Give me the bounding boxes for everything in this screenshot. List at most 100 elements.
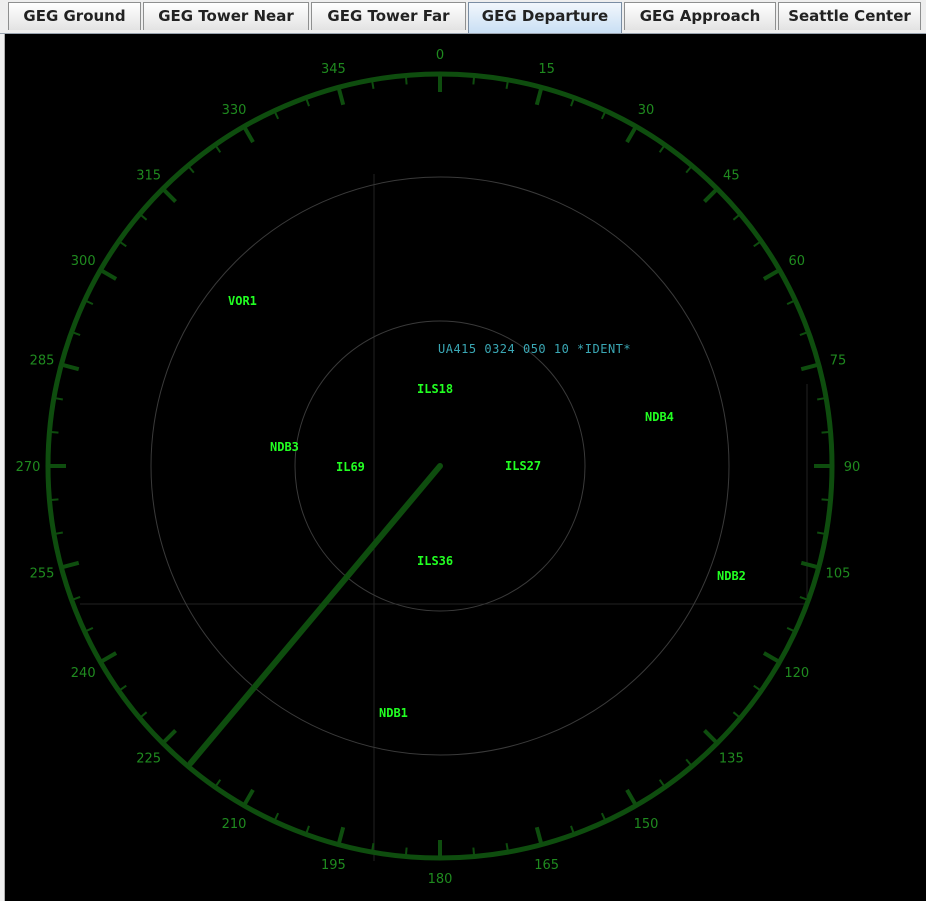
compass-tick bbox=[242, 125, 255, 144]
fix-ndb3[interactable]: NDB3 bbox=[270, 440, 299, 454]
compass-tick bbox=[570, 825, 576, 835]
azimuth-label: 270 bbox=[16, 460, 41, 475]
tab-geg-ground[interactable]: GEG Ground bbox=[8, 2, 141, 30]
compass-tick bbox=[762, 651, 781, 664]
compass-tick bbox=[658, 779, 666, 788]
compass-tick bbox=[99, 651, 118, 664]
compass-tick bbox=[336, 86, 346, 106]
compass-tick bbox=[505, 843, 510, 853]
azimuth-label: 180 bbox=[428, 872, 453, 887]
compass-tick bbox=[703, 729, 719, 745]
compass-tick bbox=[273, 110, 280, 120]
azimuth-label: 60 bbox=[789, 254, 806, 269]
compass-tick bbox=[732, 711, 741, 719]
compass-tick bbox=[71, 596, 81, 602]
compass-tick bbox=[139, 711, 148, 719]
compass-tick bbox=[786, 299, 796, 306]
azimuth-label: 255 bbox=[30, 567, 55, 582]
compass-tick bbox=[625, 125, 638, 144]
azimuth-label: 330 bbox=[222, 103, 247, 118]
azimuth-label: 150 bbox=[634, 817, 659, 832]
compass-tick bbox=[214, 144, 222, 153]
compass-tick bbox=[685, 165, 693, 174]
compass-tick bbox=[370, 79, 375, 89]
fix-vor1[interactable]: VOR1 bbox=[228, 294, 257, 308]
fix-il69[interactable]: IL69 bbox=[336, 460, 365, 474]
compass-tick bbox=[214, 779, 222, 788]
fix-ils27[interactable]: ILS27 bbox=[505, 459, 541, 473]
azimuth-label: 90 bbox=[844, 460, 861, 475]
compass-ticks bbox=[48, 74, 832, 858]
compass-tick bbox=[71, 330, 81, 336]
azimuth-label: 0 bbox=[436, 48, 444, 63]
compass-tick bbox=[242, 788, 255, 807]
fix-ndb4[interactable]: NDB4 bbox=[645, 410, 674, 424]
radar-sweep-line bbox=[187, 463, 443, 767]
compass-tick bbox=[49, 498, 59, 502]
range-ring-middle bbox=[150, 176, 730, 756]
compass-tick bbox=[600, 110, 607, 120]
compass-tick bbox=[732, 213, 741, 221]
azimuth-label: 210 bbox=[222, 817, 247, 832]
compass-tick bbox=[534, 826, 544, 846]
azimuth-label: 240 bbox=[71, 666, 96, 681]
azimuth-label: 30 bbox=[638, 103, 655, 118]
compass-tick bbox=[304, 97, 310, 107]
azimuth-label: 285 bbox=[30, 353, 55, 368]
compass-tick bbox=[60, 362, 80, 372]
compass-tick bbox=[762, 268, 781, 281]
tab-geg-approach[interactable]: GEG Approach bbox=[624, 2, 776, 30]
azimuth-label: 315 bbox=[136, 169, 161, 184]
tab-seattle-center[interactable]: Seattle Center bbox=[778, 2, 921, 30]
tab-geg-departure[interactable]: GEG Departure bbox=[468, 2, 622, 33]
tab-geg-tower-far[interactable]: GEG Tower Far bbox=[311, 2, 466, 30]
compass-tick bbox=[84, 626, 94, 633]
compass-tick bbox=[753, 684, 762, 692]
fix-ndb2[interactable]: NDB2 bbox=[717, 569, 746, 583]
range-ring-inner bbox=[294, 320, 586, 612]
azimuth-label: 300 bbox=[71, 254, 96, 269]
compass-tick bbox=[49, 430, 59, 434]
compass-tick bbox=[60, 560, 80, 570]
aircraft-data-block[interactable]: UA415 0324 050 10 *IDENT* bbox=[438, 342, 631, 356]
compass-tick bbox=[139, 213, 148, 221]
azimuth-label: 345 bbox=[321, 62, 346, 77]
azimuth-label: 195 bbox=[321, 858, 346, 873]
compass-tick bbox=[472, 75, 476, 85]
fix-ndb1[interactable]: NDB1 bbox=[379, 706, 408, 720]
compass-tick bbox=[817, 396, 827, 401]
compass-tick bbox=[800, 560, 820, 570]
compass-tick bbox=[821, 498, 831, 502]
compass-tick bbox=[304, 825, 310, 835]
compass-tick bbox=[786, 626, 796, 633]
azimuth-label: 165 bbox=[534, 858, 559, 873]
compass-tick bbox=[625, 788, 638, 807]
radar-scope-panel: 0 15 30 45 60 75 90 105 120 135 150 165 180 195 210 225… bbox=[4, 34, 926, 901]
compass-tick bbox=[703, 187, 719, 203]
compass-tick bbox=[118, 240, 127, 248]
compass-tick bbox=[404, 847, 408, 857]
tab-geg-tower-near[interactable]: GEG Tower Near bbox=[143, 2, 309, 30]
azimuth-label: 105 bbox=[826, 567, 851, 582]
compass-tick bbox=[472, 847, 476, 857]
compass-tick bbox=[53, 531, 63, 536]
compass-tick bbox=[336, 826, 346, 846]
compass-tick bbox=[570, 97, 576, 107]
azimuth-label: 135 bbox=[719, 751, 744, 766]
fix-ils36[interactable]: ILS36 bbox=[417, 554, 453, 568]
radar-scope[interactable]: 0 15 30 45 60 75 90 105 120 135 150 165 180 195 210 225… bbox=[5, 34, 926, 901]
compass-tick bbox=[161, 729, 177, 745]
compass-tick bbox=[84, 299, 94, 306]
compass-tick bbox=[370, 843, 375, 853]
compass-tick bbox=[118, 684, 127, 692]
compass-tick bbox=[505, 79, 510, 89]
azimuth-label: 15 bbox=[538, 62, 555, 77]
compass-tick bbox=[53, 396, 63, 401]
tab-bar: GEG Ground GEG Tower Near GEG Tower Far … bbox=[0, 0, 926, 34]
compass-tick bbox=[534, 86, 544, 106]
azimuth-label: 120 bbox=[784, 666, 809, 681]
azimuth-labels: 0 15 30 45 60 75 90 105 120 135 150 165 180 195 210 225… bbox=[16, 48, 861, 887]
compass-tick bbox=[799, 330, 809, 336]
compass-tick bbox=[658, 144, 666, 153]
fix-ils18[interactable]: ILS18 bbox=[417, 382, 453, 396]
